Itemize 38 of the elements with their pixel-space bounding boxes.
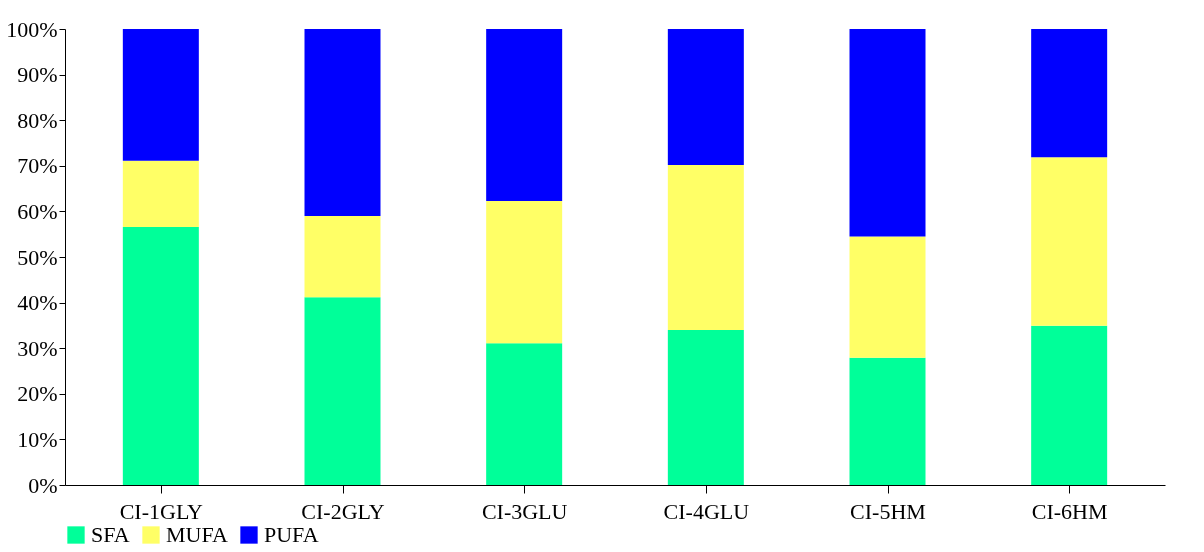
bar (849, 357, 926, 485)
bar (1031, 29, 1108, 158)
y-tick-label: 0% (28, 472, 58, 498)
y-tick-label: 90% (17, 62, 58, 88)
bar (1031, 157, 1108, 326)
bar (122, 226, 199, 485)
y-tick-label: 80% (17, 107, 58, 133)
y-tick-label: 40% (17, 290, 58, 316)
y-tick-label: 100% (6, 16, 58, 42)
x-tick-label: CI-1GLY (119, 498, 204, 524)
y-tick-label: 30% (17, 335, 58, 361)
bar (667, 29, 744, 165)
bar (304, 29, 381, 216)
x-tick-label: CI-6HM (1031, 498, 1108, 524)
bar (304, 297, 381, 485)
bar (304, 215, 381, 298)
bar (667, 164, 744, 330)
bar (486, 343, 563, 485)
bar (849, 29, 926, 237)
bar (122, 160, 199, 227)
legend-label: SFA (91, 522, 130, 547)
bar (849, 236, 926, 358)
y-tick-label: 50% (17, 244, 58, 270)
bar (667, 329, 744, 485)
x-tick-label: CI-2GLY (301, 498, 385, 524)
x-tick-label: CI-4GLU (663, 498, 750, 524)
bar (486, 29, 563, 201)
bar (1031, 325, 1108, 485)
legend-label: MUFA (166, 522, 229, 547)
x-tick-label: CI-5HM (850, 498, 926, 524)
y-tick-label: 10% (17, 426, 58, 452)
bar (486, 200, 563, 344)
bar (122, 29, 199, 161)
y-tick-label: 20% (17, 381, 58, 407)
y-tick-label: 60% (17, 198, 58, 224)
x-tick-label: CI-3GLU (481, 498, 568, 524)
y-tick-label: 70% (17, 153, 58, 179)
legend-label: PUFA (264, 522, 319, 547)
